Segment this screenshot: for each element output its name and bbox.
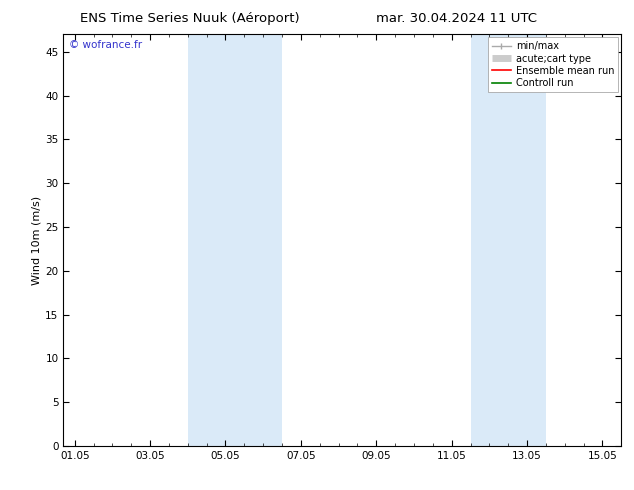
Bar (470, 34, 546, 446)
Legend: min/max, acute;cart type, Ensemble mean run, Controll run: min/max, acute;cart type, Ensemble mean … (488, 37, 618, 92)
Y-axis label: Wind 10m (m/s): Wind 10m (m/s) (31, 196, 41, 285)
Text: ENS Time Series Nuuk (Aéroport): ENS Time Series Nuuk (Aéroport) (81, 12, 300, 25)
Bar (188, 34, 282, 446)
Text: mar. 30.04.2024 11 UTC: mar. 30.04.2024 11 UTC (376, 12, 537, 25)
Text: © wofrance.fr: © wofrance.fr (69, 41, 142, 50)
